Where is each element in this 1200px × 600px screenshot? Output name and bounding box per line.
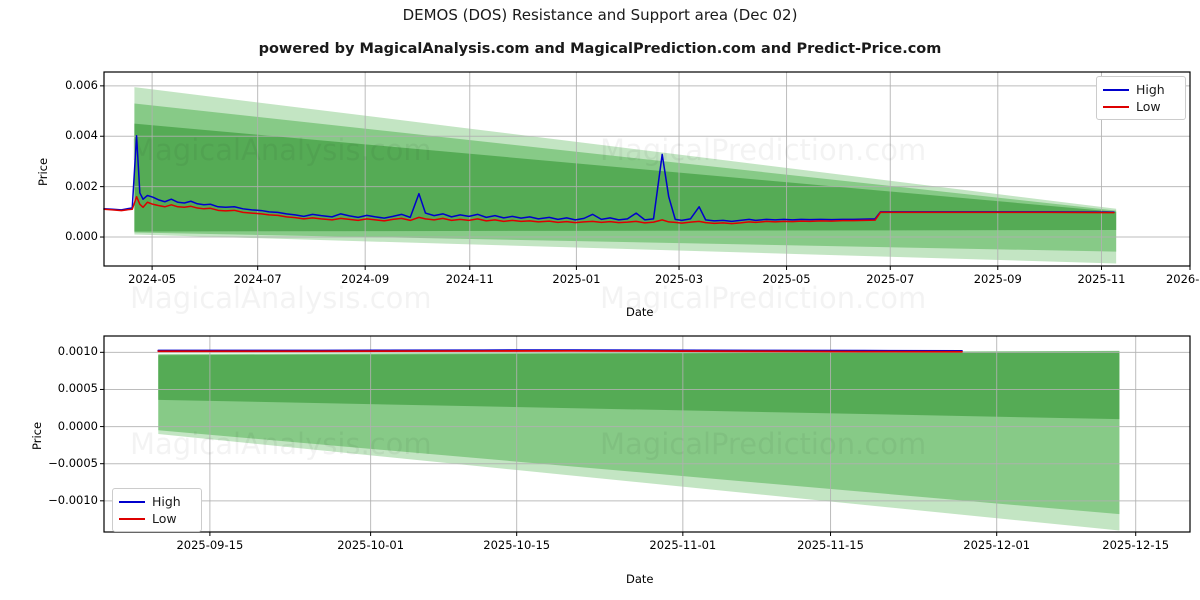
x-tick-label: 2025-05 (762, 272, 811, 286)
x-tick-label: 2025-01 (552, 272, 601, 286)
zoom-panel-x-axis-label: Date (626, 572, 654, 586)
y-tick-label: 0.0000 (57, 418, 98, 433)
x-tick-label: 2024-05 (128, 272, 177, 286)
zoom-panel-legend: High Low (112, 488, 202, 532)
legend-entry-low: Low (1103, 98, 1178, 115)
band-inner-band (134, 123, 1117, 232)
legend-label-high: High (152, 494, 181, 509)
x-tick-label: 2025-10-15 (483, 538, 551, 552)
series-line-low (157, 349, 963, 353)
main-price-panel: Price Date High Low (36, 71, 1191, 319)
x-tick-label: 2025-07 (866, 272, 915, 286)
band-inner-band (158, 351, 1120, 420)
zoom-panel-plot (100, 335, 1191, 536)
main-panel-legend: High Low (1096, 76, 1186, 120)
chart-title: DEMOS (DOS) Resistance and Support area … (402, 6, 798, 24)
legend-swatch-low (119, 517, 145, 520)
legend-label-low: Low (1136, 99, 1161, 114)
x-tick-label: 2024-07 (233, 272, 282, 286)
x-tick-label: 2025-11-15 (797, 538, 864, 552)
x-tick-label: 2025-03 (655, 272, 704, 286)
plot-frame (103, 71, 1191, 267)
x-tick-label: 2025-09 (973, 272, 1022, 286)
legend-entry-high: High (119, 493, 194, 510)
legend-entry-low: Low (119, 510, 194, 527)
legend-swatch-high (119, 500, 145, 503)
x-tick-label: 2025-09-15 (176, 538, 244, 552)
x-tick-label: 2026-01 (1165, 272, 1200, 286)
y-tick-label: 0.000 (65, 229, 98, 244)
main-panel-x-axis-label: Date (626, 305, 654, 319)
chart-subtitle: powered by MagicalAnalysis.com and Magic… (258, 41, 942, 57)
y-tick-label: 0.006 (65, 77, 98, 92)
legend-label-low: Low (152, 511, 177, 526)
x-tick-label: 2024-11 (445, 272, 494, 286)
y-tick-label: 0.0005 (57, 381, 98, 396)
y-tick-label: −0.0010 (48, 492, 98, 507)
x-tick-label: 2025-10-01 (337, 538, 405, 552)
plot-frame (103, 335, 1191, 533)
x-tick-label: 2025-12-01 (963, 538, 1031, 552)
y-tick-label: 0.0010 (57, 344, 98, 359)
x-tick-label: 2025-11-01 (649, 538, 717, 552)
legend-entry-high: High (1103, 81, 1178, 98)
main-panel-plot (100, 71, 1191, 270)
series-line-high (103, 134, 1115, 223)
x-tick-label: 2024-09 (341, 272, 390, 286)
y-tick-label: 0.002 (65, 178, 98, 193)
legend-swatch-low (1103, 105, 1129, 108)
zoom-price-panel: Price Date High Low (0, 310, 1200, 600)
x-tick-label: 2025-12-15 (1102, 538, 1170, 552)
legend-swatch-high (1103, 88, 1129, 91)
y-tick-label: −0.0005 (48, 455, 98, 470)
y-tick-label: 0.004 (65, 128, 98, 143)
series-line-low (103, 195, 1115, 225)
legend-label-high: High (1136, 82, 1165, 97)
x-tick-label: 2025-11 (1077, 272, 1126, 286)
